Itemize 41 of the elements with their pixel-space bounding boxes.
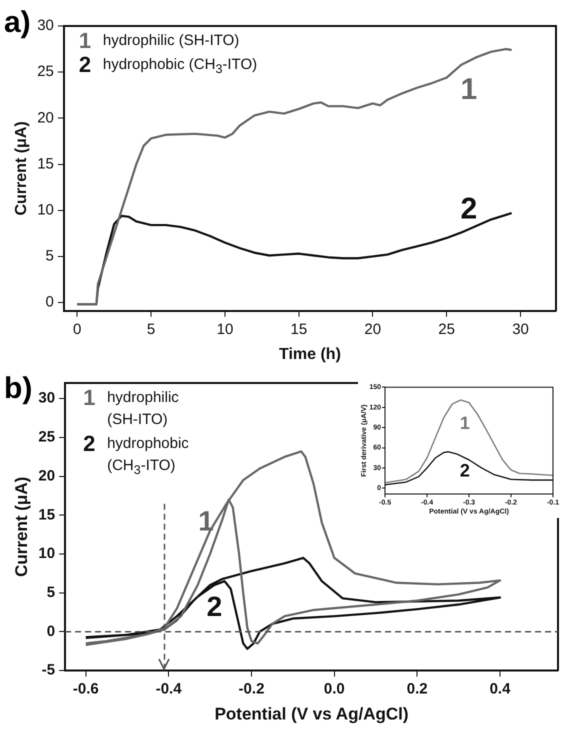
x-tick-label: 0.2: [406, 680, 428, 698]
annotation: 2: [206, 591, 222, 622]
x-tick-label: 0: [73, 320, 82, 338]
y-tick-label: 0: [46, 622, 56, 640]
y-tick-label: 10: [37, 201, 54, 218]
x-tick-label: 0.0: [324, 680, 345, 698]
y-tick-label: 20: [38, 467, 56, 484]
y-tick-label: 25: [38, 428, 56, 446]
y-tick-label: 20: [37, 109, 54, 126]
text: 2 hydrophobic (CH$_{3}$-ITO): [78, 52, 258, 79]
x-tick-label: 0.4: [490, 680, 512, 698]
y-tick-label: 0: [46, 294, 54, 311]
x-tick-label: -0.4: [156, 680, 182, 698]
chart-title: b): [4, 372, 32, 406]
y-tick-label: 15: [37, 155, 54, 172]
x-axis-title: Potential (V vs Ag/AgCl): [214, 704, 409, 724]
y-tick-label: 30: [37, 17, 54, 34]
y-axis-title: Current (μA): [13, 121, 30, 216]
x-tick-label: 10: [216, 320, 234, 338]
x-tick-label: 5: [146, 320, 156, 338]
y-axis-title: Current (μA): [12, 476, 31, 577]
y-tick-label: 5: [46, 584, 56, 602]
annotation: 2: [460, 460, 470, 480]
y-tick-label: 10: [38, 545, 56, 562]
chart-title: a): [4, 6, 31, 40]
y-tick-label: -5: [42, 662, 56, 679]
y-tick-label: 25: [37, 63, 54, 80]
x-tick-label: 15: [290, 320, 308, 338]
text: 1 hydrophilic (SH-ITO): [78, 28, 240, 53]
x-tick-label: -0.6: [72, 680, 99, 698]
annotation: 1: [460, 413, 470, 434]
text: 2 hydrophobic (CH$_{3}$-ITO): [83, 431, 190, 479]
x-tick-label: -0.2: [238, 680, 264, 698]
annotation: 2: [460, 192, 478, 226]
y-tick-label: 30: [38, 390, 56, 407]
x-tick-label: 25: [438, 320, 455, 338]
y-tick-label: 5: [46, 248, 54, 265]
x-axis-title: Time (h): [278, 346, 341, 363]
text: 1 hydrophilic (SH-ITO): [83, 385, 180, 430]
x-tick-label: 30: [512, 320, 529, 338]
annotation: 1: [460, 72, 478, 106]
